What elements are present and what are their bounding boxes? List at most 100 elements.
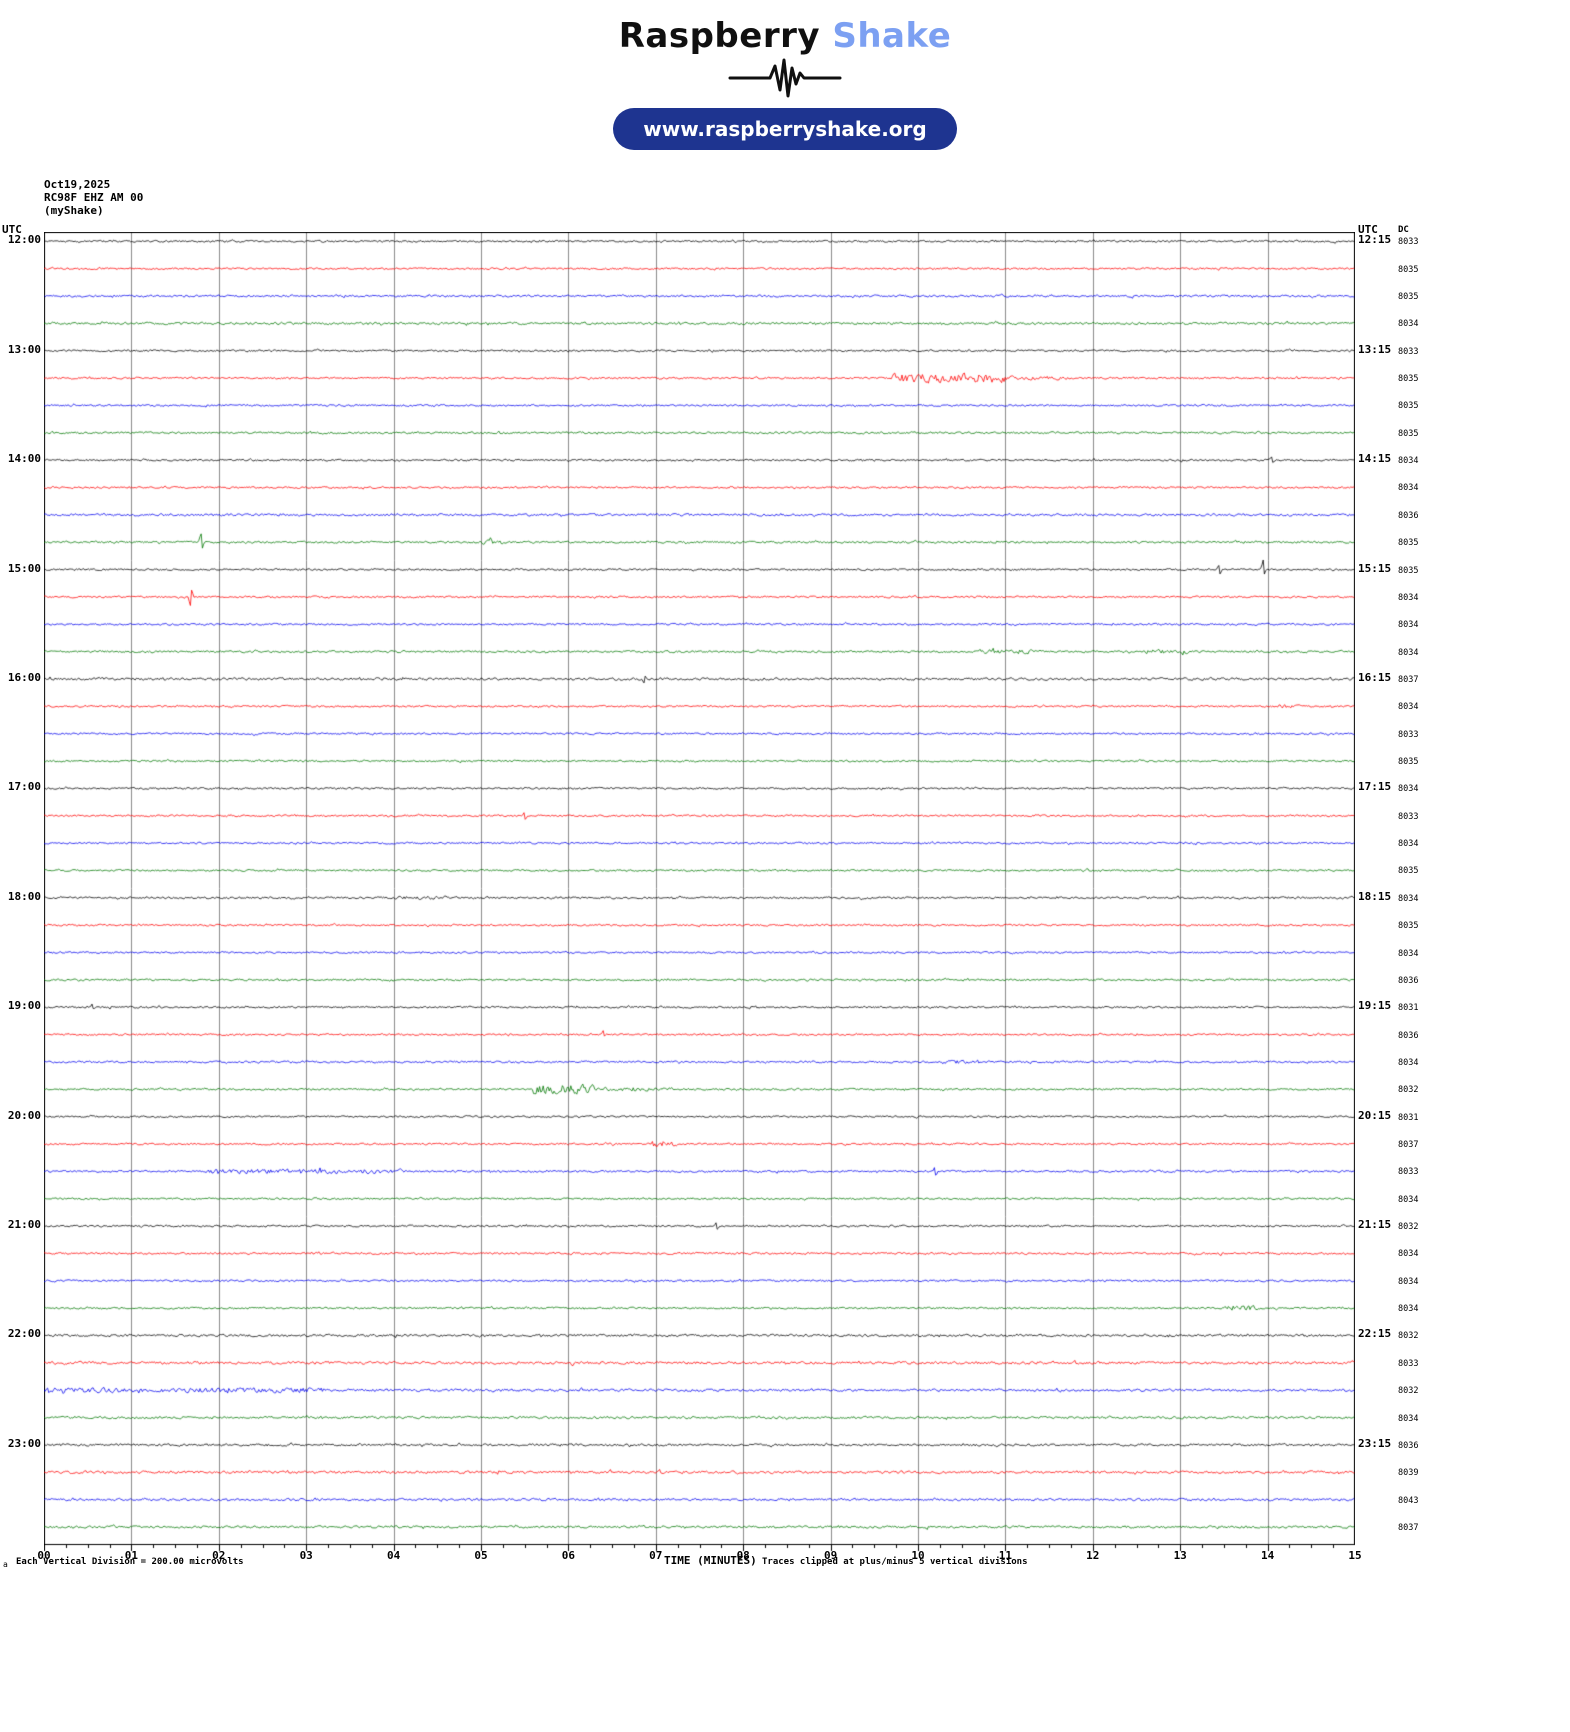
x-tick-label: 14 (1260, 1549, 1275, 1562)
dc-value: 8035 (1398, 264, 1419, 275)
seismic-wave-icon (728, 58, 842, 98)
dc-value: 8034 (1398, 1057, 1419, 1068)
dc-value: 8043 (1398, 1495, 1419, 1506)
scale-note: Each Vertical Division = 200.00 microvol… (16, 1557, 244, 1567)
dc-value: 8034 (1398, 1276, 1419, 1287)
dc-value: 8034 (1398, 647, 1419, 658)
dc-value: 8034 (1398, 839, 1419, 850)
row-label-right: 22:15 (1358, 1327, 1392, 1341)
dc-value: 8034 (1398, 1194, 1419, 1205)
dc-value: 8034 (1398, 483, 1419, 494)
station-id: RC98F EHZ AM 00 (44, 191, 144, 204)
row-label-left: 18:00 (7, 889, 41, 903)
row-label-right: 19:15 (1358, 999, 1392, 1013)
dc-value: 8036 (1398, 975, 1419, 986)
station-info: Oct19,2025 RC98F EHZ AM 00 (myShake) (44, 178, 143, 217)
x-tick-label: 06 (561, 1549, 576, 1562)
dc-column-label: DC (1398, 225, 1409, 235)
dc-value: 8035 (1398, 401, 1419, 412)
dc-value: 8032 (1398, 1222, 1419, 1233)
dc-value: 8033 (1398, 1167, 1419, 1178)
x-tick-label: 12 (1086, 1549, 1100, 1562)
row-label-right: 15:15 (1358, 561, 1392, 575)
dc-value: 8031 (1398, 1003, 1419, 1014)
row-label-right: 14:15 (1358, 452, 1392, 466)
row-label-right: 18:15 (1358, 889, 1392, 903)
row-label-left: 20:00 (7, 1108, 41, 1122)
dc-value: 8034 (1398, 1249, 1419, 1260)
dc-value: 8034 (1398, 948, 1419, 959)
x-tick-label: 04 (386, 1549, 401, 1562)
x-tick-label: 05 (474, 1549, 488, 1562)
row-label-right: 13:15 (1358, 342, 1392, 356)
row-label-left: 23:00 (7, 1436, 41, 1450)
dc-value: 8037 (1398, 674, 1419, 685)
x-tick-label: 15 (1348, 1549, 1362, 1562)
dc-value: 8033 (1398, 346, 1419, 357)
row-label-right: 21:15 (1358, 1218, 1392, 1232)
dc-value: 8039 (1398, 1468, 1419, 1479)
row-label-right: 16:15 (1358, 670, 1392, 684)
dc-value: 8035 (1398, 292, 1419, 302)
row-label-left: 19:00 (7, 999, 41, 1013)
x-axis-title: TIME (MINUTES) (664, 1554, 757, 1567)
dc-value: 8032 (1398, 1085, 1419, 1096)
dc-value: 8031 (1398, 1112, 1419, 1123)
helicorder-plot (44, 232, 1355, 1553)
dc-value: 8034 (1398, 784, 1419, 795)
dc-value: 8036 (1398, 1030, 1419, 1041)
logo: Raspberry Shake www.raspberryshake.org (0, 16, 1570, 150)
dc-value: 8034 (1398, 456, 1419, 467)
website-link[interactable]: www.raspberryshake.org (613, 108, 957, 150)
row-label-left: 13:00 (7, 342, 41, 356)
dc-value: 8037 (1398, 1139, 1419, 1150)
row-label-left: 16:00 (7, 670, 41, 684)
x-tick-label: 00 (37, 1549, 51, 1562)
x-tick-label: 02 (212, 1549, 226, 1562)
row-label-left: 12:00 (7, 233, 41, 247)
logo-wordmark: Raspberry Shake (0, 16, 1570, 56)
dc-value: 8034 (1398, 592, 1419, 603)
dc-value: 8033 (1398, 729, 1419, 740)
station-date: Oct19,2025 (44, 178, 111, 191)
dc-value: 8033 (1398, 1358, 1419, 1369)
logo-word-raspberry: Raspberry (618, 16, 821, 56)
logo-word-shake: Shake (832, 16, 952, 56)
x-tick-label: 10 (911, 1549, 925, 1562)
dc-value: 8033 (1398, 237, 1419, 248)
row-label-right: 17:15 (1358, 780, 1392, 794)
dc-value: 8034 (1398, 1413, 1419, 1424)
clip-note: Traces clipped at plus/minus 5 vertical … (762, 1557, 1028, 1567)
dc-value: 8037 (1398, 1522, 1419, 1533)
dc-value: 8035 (1398, 757, 1419, 768)
dc-value: 8035 (1398, 538, 1419, 549)
x-tick-label: 09 (823, 1549, 838, 1562)
station-name: (myShake) (44, 204, 104, 217)
dc-value: 8034 (1398, 702, 1419, 713)
dc-value: 8035 (1398, 565, 1419, 576)
dc-value: 8034 (1398, 319, 1419, 330)
corner-mark: a (3, 1560, 8, 1569)
row-label-left: 15:00 (7, 561, 41, 575)
dc-value: 8032 (1398, 1386, 1419, 1397)
utc-label-left: UTC (2, 223, 22, 236)
dc-value: 8035 (1398, 866, 1419, 877)
x-tick-label: 11 (998, 1549, 1013, 1562)
row-label-left: 22:00 (7, 1327, 41, 1341)
row-label-right: 23:15 (1358, 1436, 1392, 1450)
dc-value: 8035 (1398, 921, 1419, 932)
x-tick-label: 07 (649, 1549, 663, 1562)
row-label-right: 20:15 (1358, 1108, 1392, 1122)
dc-value: 8034 (1398, 893, 1419, 904)
dc-value: 8036 (1398, 1440, 1419, 1451)
dc-value: 8036 (1398, 510, 1419, 521)
x-tick-label: 03 (299, 1549, 313, 1562)
dc-value: 8032 (1398, 1331, 1419, 1342)
x-tick-label: 08 (736, 1549, 750, 1562)
x-tick-label: 13 (1173, 1549, 1187, 1562)
row-label-left: 21:00 (7, 1218, 41, 1232)
dc-value: 8035 (1398, 374, 1419, 385)
row-label-left: 14:00 (7, 452, 41, 466)
dc-value: 8034 (1398, 620, 1419, 631)
